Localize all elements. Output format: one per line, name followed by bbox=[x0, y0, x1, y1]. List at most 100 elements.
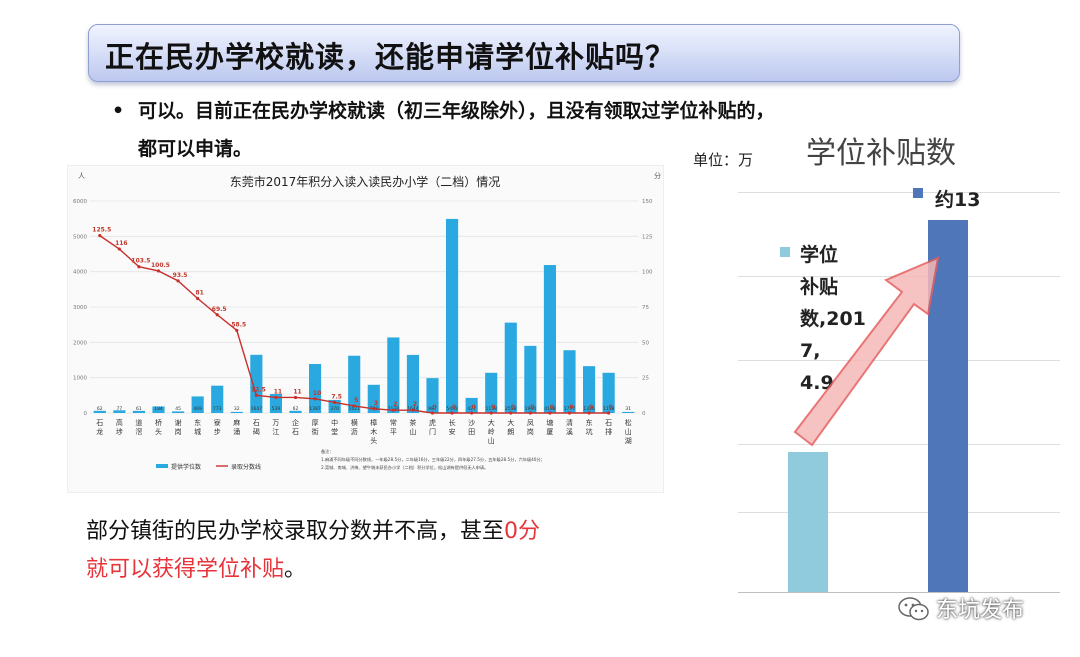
score-label: 2 bbox=[413, 401, 417, 408]
bar-seats bbox=[172, 411, 185, 413]
score-point bbox=[235, 328, 239, 332]
bar-seats bbox=[93, 410, 106, 413]
category-label: 厚 bbox=[312, 419, 319, 427]
legend-label-score: 录取分数线 bbox=[231, 463, 261, 471]
score-label: 103.5 bbox=[131, 258, 150, 265]
bullet-line-1: 可以。目前正在民办学校就读（初三年级除外），且没有领取过学位补贴的， bbox=[138, 100, 775, 122]
wechat-icon bbox=[898, 597, 929, 621]
bar-value-label: 1621 bbox=[348, 406, 360, 412]
bar-value-label: 773 bbox=[213, 406, 222, 412]
category-label: 松 bbox=[625, 418, 632, 427]
score-point bbox=[528, 411, 532, 415]
score-point bbox=[196, 296, 200, 301]
bar-value-label: 45 bbox=[175, 406, 181, 412]
score-label: 0 bbox=[511, 404, 515, 411]
legend-label-light-text: 学位补贴数,201 7, 4.9 bbox=[800, 244, 866, 394]
score-label: 100.5 bbox=[151, 262, 170, 269]
caption: 部分镇街的民办学校录取分数并不高，甚至0分 就可以获得学位补贴。 bbox=[86, 513, 666, 589]
bar-value-label: 1647 bbox=[251, 406, 263, 412]
score-label: 5 bbox=[354, 397, 358, 404]
gridline bbox=[738, 192, 1060, 193]
bar-value-label: 1387 bbox=[309, 406, 321, 412]
legend-swatch-seats bbox=[156, 464, 168, 468]
bar-seats bbox=[211, 385, 224, 413]
category-label: 中 bbox=[331, 418, 338, 427]
score-point bbox=[450, 411, 454, 415]
category-label: 道 bbox=[135, 418, 142, 427]
bar-seats bbox=[465, 397, 478, 413]
score-point bbox=[333, 400, 337, 404]
gridline bbox=[738, 512, 1060, 513]
left-tick-label: 0 bbox=[84, 411, 88, 417]
category-label: 樟 bbox=[370, 418, 377, 427]
bar-value-label: 4188 bbox=[544, 406, 556, 412]
category-label: 东 bbox=[586, 418, 593, 427]
category-label: 街 bbox=[312, 427, 319, 436]
score-point bbox=[391, 408, 395, 412]
score-point bbox=[411, 408, 415, 412]
bar-value-label: 1900 bbox=[525, 406, 537, 412]
legend-swatch-dark bbox=[913, 188, 923, 198]
bar-seats bbox=[289, 410, 302, 413]
bar-seats bbox=[348, 355, 361, 413]
right-axis-unit: 分 bbox=[654, 171, 661, 180]
bar-value-label: 32 bbox=[234, 406, 240, 412]
score-point bbox=[470, 411, 474, 415]
category-label: 清 bbox=[566, 418, 573, 427]
left-tick-label: 1000 bbox=[73, 376, 87, 382]
bar-value-label: 5493 bbox=[446, 406, 458, 412]
right-tick-label: 100 bbox=[642, 270, 653, 276]
bar-seats bbox=[230, 411, 243, 413]
right-tick-label: 75 bbox=[642, 305, 649, 311]
axis-baseline bbox=[738, 592, 1060, 593]
bar-seats bbox=[485, 372, 498, 413]
bar-value-label: 61 bbox=[136, 406, 142, 412]
bar-seats bbox=[387, 337, 400, 413]
bar-seats bbox=[426, 378, 439, 413]
score-label: 116 bbox=[115, 240, 128, 247]
score-point bbox=[98, 234, 102, 238]
score-label: 0 bbox=[432, 404, 436, 411]
category-label: 木 bbox=[370, 427, 377, 436]
bullet-line-2: 都可以申请。 bbox=[138, 138, 253, 160]
score-label: 3 bbox=[374, 400, 378, 407]
bar-seats bbox=[524, 345, 537, 413]
score-point bbox=[587, 411, 591, 415]
bar-seats bbox=[504, 322, 517, 413]
score-label: 69.5 bbox=[212, 306, 227, 313]
bar-value-label: 2558 bbox=[505, 406, 517, 412]
category-label: 大 bbox=[507, 418, 514, 427]
bar-seats bbox=[309, 363, 322, 413]
caption-text: 部分镇街的民办学校录取分数并不高，甚至 bbox=[86, 519, 505, 544]
bar-value-label: 31 bbox=[625, 406, 631, 412]
category-label: 塘 bbox=[546, 418, 553, 427]
score-label: 12.5 bbox=[251, 386, 266, 393]
bar-seats bbox=[269, 393, 282, 413]
score-point bbox=[137, 265, 141, 269]
score-label: 0 bbox=[569, 404, 573, 411]
left-axis-unit: 人 bbox=[78, 172, 85, 180]
bar-value-label: 370 bbox=[330, 406, 339, 412]
category-label: 万 bbox=[272, 419, 279, 427]
category-label: 凤 bbox=[527, 419, 534, 427]
bar-seats bbox=[250, 354, 263, 413]
score-point bbox=[313, 397, 317, 401]
bar-seats bbox=[406, 354, 419, 413]
bar-seats bbox=[113, 410, 126, 413]
score-point bbox=[254, 393, 258, 397]
bar-seats bbox=[446, 218, 459, 413]
category-label: 龙 bbox=[96, 427, 103, 436]
unit-label: 单位：万 bbox=[693, 151, 754, 169]
score-point bbox=[548, 411, 552, 415]
score-point bbox=[293, 395, 298, 400]
category-label: 麻 bbox=[233, 418, 240, 427]
admission-chart-svg: 东莞市2017年积分入读入读民办小学（二档）情况人 分01000200030004… bbox=[73, 171, 661, 471]
category-label: 滘 bbox=[135, 427, 142, 436]
category-label: 朗 bbox=[507, 427, 514, 436]
category-label: 岗 bbox=[527, 428, 534, 436]
category-label: 沙 bbox=[468, 419, 475, 427]
category-label: 东 bbox=[194, 418, 201, 427]
legend-label-dark: 约13 bbox=[935, 189, 981, 211]
category-label: 桥 bbox=[155, 418, 162, 427]
right-tick-label: 50 bbox=[642, 340, 649, 346]
